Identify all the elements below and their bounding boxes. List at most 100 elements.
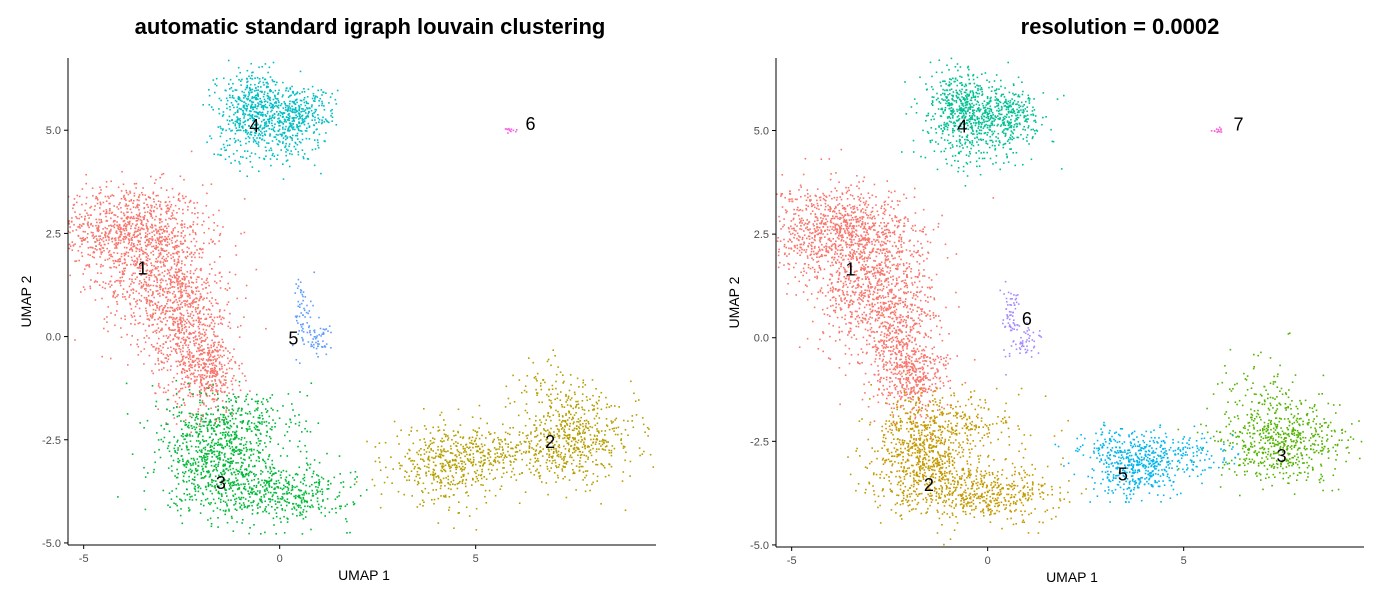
data-point — [482, 465, 484, 467]
data-point — [112, 225, 115, 227]
data-point — [234, 498, 236, 501]
data-point — [114, 296, 116, 299]
data-point — [181, 321, 183, 323]
data-point — [226, 426, 228, 429]
data-point — [166, 300, 169, 303]
data-point — [177, 282, 179, 285]
data-point — [529, 462, 531, 464]
data-point — [151, 227, 153, 229]
data-point — [219, 232, 222, 235]
data-point — [581, 408, 584, 411]
data-point — [196, 297, 198, 300]
data-point — [145, 307, 147, 310]
data-point — [641, 417, 644, 419]
data-point — [122, 228, 124, 231]
data-point — [210, 502, 212, 504]
data-point — [183, 278, 186, 280]
data-point — [469, 453, 471, 456]
data-point — [620, 442, 623, 445]
data-point — [158, 237, 160, 240]
data-point — [479, 465, 482, 467]
data-point — [213, 447, 215, 450]
data-point — [608, 451, 611, 454]
data-point — [173, 300, 176, 303]
data-point — [159, 253, 162, 256]
data-point — [346, 532, 348, 534]
data-point — [259, 492, 261, 494]
data-point — [318, 461, 321, 464]
data-point — [624, 509, 627, 512]
data-point — [581, 400, 584, 402]
data-point — [649, 453, 652, 456]
data-point — [172, 196, 175, 198]
data-point — [108, 212, 111, 215]
data-point — [535, 459, 538, 462]
data-point — [589, 449, 592, 451]
data-point — [596, 438, 599, 441]
data-point — [124, 197, 126, 200]
data-point — [228, 367, 231, 370]
data-point — [264, 500, 266, 503]
data-point — [98, 284, 101, 286]
data-point — [222, 469, 225, 471]
data-point — [142, 323, 145, 325]
data-point — [191, 289, 193, 292]
data-point — [161, 327, 163, 330]
data-point — [140, 282, 143, 284]
data-point — [205, 462, 207, 464]
data-point — [225, 509, 227, 512]
data-point — [171, 381, 174, 383]
data-point — [120, 228, 122, 230]
data-point — [290, 493, 292, 495]
data-point — [168, 272, 171, 274]
data-point — [558, 415, 560, 418]
data-point — [265, 467, 267, 469]
data-point — [139, 258, 142, 260]
data-point — [582, 479, 584, 481]
data-point — [145, 283, 148, 286]
data-point — [272, 409, 274, 411]
data-point — [152, 245, 155, 248]
data-point — [188, 352, 191, 354]
data-point — [137, 230, 139, 232]
data-point — [165, 357, 167, 359]
data-point — [283, 515, 285, 518]
data-point — [239, 452, 242, 454]
data-point — [264, 442, 266, 444]
data-point — [462, 437, 464, 440]
data-point — [207, 350, 210, 352]
data-point — [187, 386, 190, 388]
data-point — [261, 421, 263, 423]
data-point — [153, 296, 155, 299]
data-point — [192, 355, 195, 357]
data-point — [176, 251, 178, 254]
data-point — [187, 337, 190, 340]
data-point — [146, 257, 149, 260]
data-point — [514, 451, 517, 453]
data-point — [191, 292, 194, 295]
data-point — [159, 320, 162, 323]
data-point — [209, 517, 212, 520]
data-point — [132, 202, 134, 204]
data-point — [152, 292, 154, 294]
data-point — [166, 210, 168, 213]
data-point — [92, 195, 94, 197]
data-point — [169, 340, 172, 342]
data-point — [130, 343, 132, 346]
data-point — [251, 487, 253, 490]
data-point — [422, 505, 424, 507]
data-point — [71, 217, 73, 219]
data-point — [223, 364, 226, 366]
data-point — [213, 261, 216, 263]
data-point — [219, 315, 221, 317]
data-point — [218, 452, 220, 455]
data-point — [555, 373, 558, 376]
data-point — [231, 449, 234, 452]
data-point — [193, 380, 196, 383]
data-point — [592, 442, 594, 444]
data-point — [230, 435, 233, 437]
data-point — [277, 487, 280, 489]
data-point — [200, 392, 202, 394]
data-point — [229, 120, 231, 122]
data-point — [188, 412, 191, 415]
